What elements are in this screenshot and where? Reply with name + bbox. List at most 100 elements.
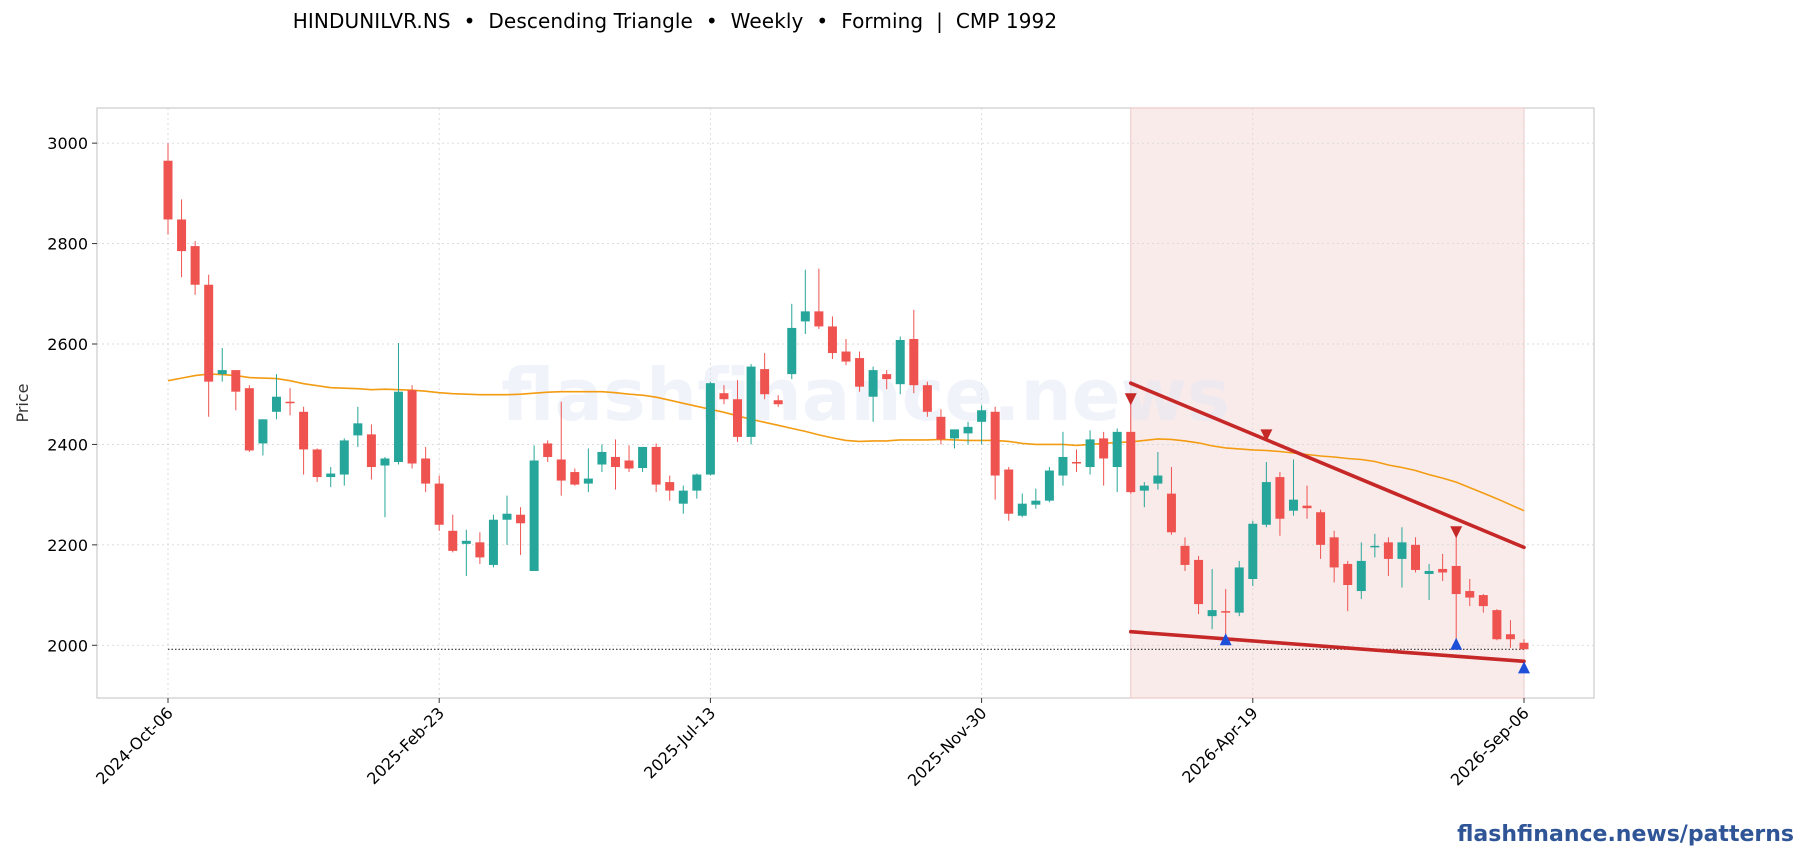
- candle-body: [1519, 642, 1529, 650]
- candle-body: [285, 401, 295, 404]
- x-tick-label: 2026-Sep-06: [1447, 703, 1533, 789]
- candle-body: [705, 383, 715, 475]
- candle-body: [502, 513, 512, 520]
- candle-body: [244, 388, 254, 451]
- chart-title: HINDUNILVR.NS • Descending Triangle • We…: [292, 9, 1058, 33]
- candle-body: [1356, 560, 1366, 592]
- candle-body: [977, 410, 987, 422]
- candle-body: [1072, 462, 1082, 464]
- candle-body: [1343, 563, 1353, 586]
- swing-high-marker: [1124, 393, 1137, 406]
- candle-body: [936, 416, 946, 440]
- candle-body: [678, 490, 688, 504]
- candle-body: [1451, 565, 1461, 595]
- footer-link[interactable]: flashfinance.news/patterns: [1457, 822, 1794, 847]
- candle-body: [1221, 611, 1231, 613]
- x-tick-label: 2024-Oct-06: [92, 703, 177, 788]
- candle-body: [516, 514, 526, 524]
- candle-body: [949, 429, 959, 439]
- candle-body: [217, 370, 227, 375]
- swing-low-marker: [1219, 633, 1232, 646]
- candle-body: [827, 326, 837, 354]
- candle-body: [1166, 493, 1176, 533]
- candle-body: [895, 339, 905, 385]
- candle-body: [1411, 544, 1421, 570]
- candle-body: [1044, 470, 1054, 501]
- candle-body: [271, 396, 281, 412]
- candle-body: [909, 338, 919, 386]
- candle-body: [882, 374, 892, 380]
- candle-body: [312, 449, 322, 478]
- y-tick-label: 2000: [47, 636, 88, 655]
- candle-body: [339, 440, 349, 475]
- candle-body: [1031, 500, 1041, 505]
- candle-body: [963, 426, 973, 434]
- candle-body: [543, 443, 553, 457]
- y-tick-label: 2400: [47, 435, 88, 454]
- candle-body: [597, 451, 607, 465]
- candle-body: [1194, 559, 1204, 605]
- candle-body: [448, 530, 458, 551]
- candle-body: [1207, 610, 1217, 617]
- candle-body: [746, 366, 756, 437]
- candle-body: [733, 399, 743, 437]
- candle-body: [177, 219, 187, 252]
- y-axis-label: Price: [13, 383, 32, 422]
- candle-body: [760, 369, 770, 395]
- candle-body: [1370, 545, 1380, 548]
- y-tick-label: 2200: [47, 536, 88, 555]
- candle-body: [1329, 537, 1339, 568]
- x-tick-label: 2025-Feb-23: [363, 703, 448, 788]
- swing-low-marker: [1450, 637, 1463, 650]
- candle-body: [990, 411, 1000, 476]
- candle-body: [1383, 542, 1393, 559]
- watermark: flashfinance.news: [501, 353, 1230, 437]
- candle-body: [855, 358, 865, 387]
- swing-low-marker: [1518, 661, 1530, 674]
- swing-high-marker: [1450, 526, 1463, 539]
- candle-body: [1424, 570, 1434, 574]
- candle-body: [1180, 545, 1190, 565]
- candle-body: [1465, 591, 1475, 598]
- candle-body: [326, 473, 336, 478]
- candle-body: [475, 542, 485, 558]
- candle-body: [1126, 431, 1136, 493]
- candle-body: [624, 460, 634, 469]
- candle-body: [773, 400, 783, 405]
- candle-body: [353, 423, 363, 436]
- candle-body: [1234, 567, 1244, 613]
- candle-body: [299, 411, 309, 450]
- candle-body: [231, 370, 241, 392]
- candle-body: [461, 540, 471, 544]
- candle-body: [1438, 568, 1448, 573]
- candle-body: [583, 478, 593, 484]
- candle-body: [800, 311, 810, 322]
- candle-body: [651, 446, 661, 485]
- candle-body: [1153, 475, 1163, 484]
- candle-body: [1505, 634, 1515, 640]
- candle-body: [434, 483, 444, 525]
- candle-body: [1397, 542, 1407, 559]
- candle-body: [1492, 610, 1502, 640]
- candle-body: [1302, 505, 1312, 509]
- candle-body: [787, 327, 797, 375]
- candle-body: [868, 370, 878, 397]
- candle-body: [1099, 438, 1109, 459]
- y-tick-label: 3000: [47, 134, 88, 153]
- candle-body: [1004, 469, 1014, 514]
- candle-body: [1112, 431, 1122, 468]
- candle-body: [380, 458, 390, 466]
- candle-body: [922, 385, 932, 412]
- x-tick-label: 2025-Nov-30: [904, 703, 991, 790]
- candle-body: [163, 160, 173, 220]
- x-tick-label: 2026-Apr-19: [1178, 703, 1261, 786]
- candle-body: [1017, 503, 1027, 516]
- candle-body: [570, 472, 580, 485]
- candle-body: [1261, 482, 1271, 525]
- candle-body: [841, 351, 851, 362]
- candle-body: [1139, 485, 1149, 491]
- candle-body: [556, 459, 566, 481]
- candle-body: [407, 390, 417, 464]
- candle-body: [488, 519, 498, 565]
